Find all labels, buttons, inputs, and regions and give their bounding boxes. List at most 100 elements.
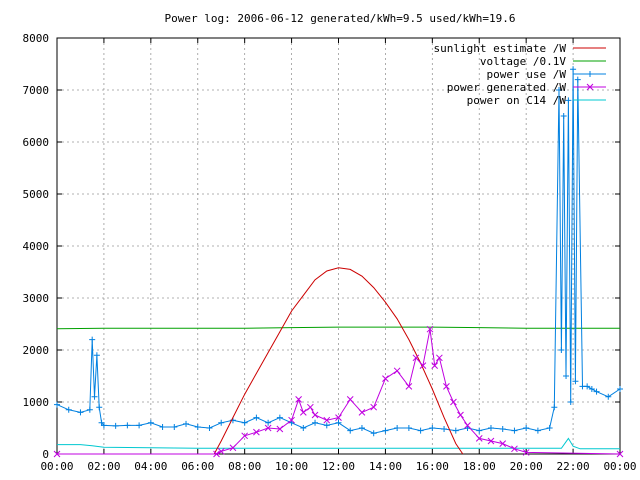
- data-point: [241, 432, 249, 440]
- data-point: [565, 97, 572, 104]
- data-point: [65, 406, 72, 413]
- y-tick-label: 2000: [23, 344, 50, 357]
- x-tick-label: 20:00: [510, 460, 543, 473]
- data-point: [382, 375, 389, 382]
- y-tick-label: 4000: [23, 240, 50, 253]
- y-axis: 0 1000 2000 3000 4000 5000 6000 7000 8000: [23, 32, 620, 461]
- data-point: [393, 367, 401, 375]
- x-tick-label: 00:00: [603, 460, 636, 473]
- data-point: [382, 427, 389, 434]
- data-point: [534, 427, 541, 434]
- series-power-use-w: [54, 66, 623, 437]
- data-point: [511, 445, 518, 453]
- data-point: [93, 352, 100, 359]
- data-point: [229, 444, 237, 452]
- grid: [57, 38, 620, 454]
- data-point: [560, 113, 567, 119]
- data-point: [312, 419, 319, 426]
- data-point: [124, 422, 131, 429]
- series-power-generated-w: [53, 325, 624, 458]
- data-point: [54, 401, 60, 408]
- data-point: [295, 396, 302, 403]
- series-voltage-0-1v: [56, 326, 620, 330]
- data-point: [523, 425, 530, 431]
- data-point: [112, 422, 119, 429]
- data-point: [457, 411, 464, 419]
- data-point: [436, 354, 443, 362]
- data-point: [171, 423, 178, 430]
- data-point: [441, 426, 448, 433]
- data-point: [299, 409, 307, 416]
- data-point: [91, 393, 98, 400]
- data-point: [253, 428, 260, 436]
- data-point: [265, 419, 272, 426]
- data-point: [452, 427, 459, 434]
- data-point: [429, 425, 436, 431]
- data-point: [264, 424, 272, 432]
- chart-title: Power log: 2006-06-12 generated/kWh=9.5 …: [165, 12, 516, 25]
- data-point: [394, 425, 401, 431]
- data-point: [147, 419, 154, 426]
- data-point: [213, 450, 220, 458]
- y-tick-label: 3000: [23, 292, 50, 305]
- data-point: [306, 403, 314, 411]
- data-point: [335, 414, 342, 421]
- data-point: [605, 393, 612, 400]
- data-point: [522, 449, 530, 456]
- data-point: [77, 409, 84, 416]
- legend-item: voltage /0.1V: [480, 55, 606, 68]
- y-tick-label: 1000: [23, 396, 50, 409]
- data-point: [443, 383, 450, 390]
- data-point: [584, 383, 591, 390]
- data-point: [499, 426, 506, 433]
- data-point: [288, 416, 295, 424]
- y-tick-label: 7000: [23, 84, 50, 97]
- data-point: [300, 425, 307, 431]
- data-point: [89, 336, 96, 343]
- legend-item: power use /W: [487, 68, 606, 81]
- data-point: [347, 427, 354, 434]
- x-tick-label: 02:00: [87, 460, 120, 473]
- data-point: [276, 425, 284, 433]
- data-point: [159, 423, 166, 430]
- data-point: [86, 406, 93, 413]
- x-tick-label: 16:00: [416, 460, 449, 473]
- data-point: [588, 386, 595, 392]
- x-tick-label: 14:00: [369, 460, 402, 473]
- data-point: [323, 422, 330, 429]
- data-point: [206, 425, 213, 431]
- data-point: [370, 430, 377, 437]
- data-point: [419, 362, 427, 369]
- data-point: [570, 66, 577, 73]
- series-line: [57, 329, 621, 455]
- data-point: [499, 440, 507, 447]
- x-tick-label: 08:00: [228, 460, 261, 473]
- legend-item: power on C14 /W: [467, 94, 606, 107]
- x-tick-label: 06:00: [181, 460, 214, 473]
- series-line: [56, 69, 621, 434]
- data-point: [558, 347, 565, 353]
- x-tick-label: 22:00: [557, 460, 590, 473]
- legend-label: sunlight estimate /W: [434, 42, 567, 55]
- data-point: [572, 378, 579, 385]
- data-point: [405, 383, 413, 390]
- data-point: [574, 76, 581, 83]
- data-point: [136, 422, 143, 429]
- legend-marker: [587, 71, 593, 77]
- data-point: [464, 422, 471, 429]
- y-tick-label: 5000: [23, 188, 50, 201]
- data-point: [323, 416, 331, 424]
- y-tick-label: 0: [42, 448, 49, 461]
- data-point: [487, 425, 494, 431]
- data-point: [96, 404, 103, 411]
- data-point: [546, 425, 553, 431]
- x-tick-label: 04:00: [134, 460, 167, 473]
- legend-item: sunlight estimate /W: [434, 42, 606, 55]
- data-point: [563, 373, 570, 379]
- data-point: [412, 354, 420, 362]
- y-tick-label: 8000: [23, 32, 50, 45]
- legend-marker: [586, 83, 594, 91]
- series-sunlight-estimate-w: [213, 267, 464, 455]
- data-point: [218, 419, 225, 426]
- data-point: [405, 425, 412, 431]
